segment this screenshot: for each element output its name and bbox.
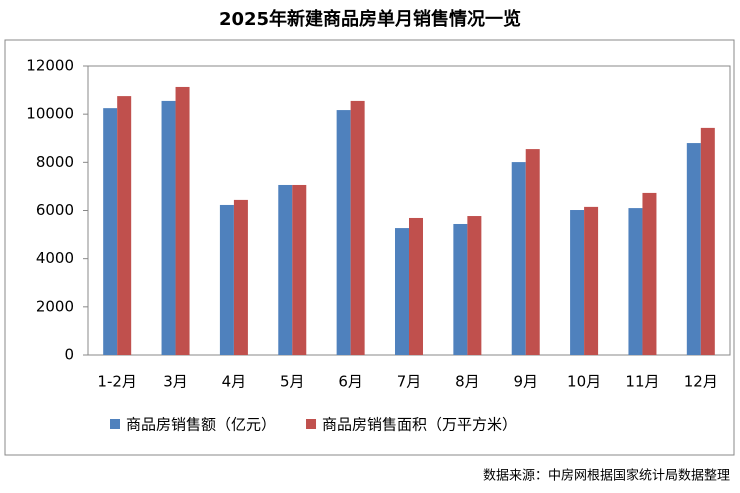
bar (350, 100, 365, 355)
bar (395, 228, 409, 355)
y-tick-label: 0 (64, 346, 74, 364)
bar (570, 210, 585, 355)
y-tick-label: 10000 (26, 105, 74, 123)
bar (628, 208, 643, 355)
x-tick-label: 6月 (338, 373, 363, 391)
bar (219, 204, 234, 355)
y-tick-label: 6000 (36, 201, 74, 219)
bar (511, 162, 526, 355)
bar (453, 223, 468, 355)
y-tick-label: 4000 (36, 249, 74, 267)
bar (233, 199, 248, 355)
y-tick-label: 2000 (36, 297, 74, 315)
bar (700, 127, 715, 355)
bar (525, 149, 540, 355)
bar (117, 96, 132, 356)
legend-label: 商品房销售额（亿元） (126, 416, 276, 434)
x-tick-label: 4月 (222, 373, 247, 391)
x-tick-label: 8月 (455, 373, 480, 391)
x-tick-label: 7月 (397, 373, 422, 391)
x-tick-label: 3月 (163, 373, 188, 391)
bar (292, 184, 307, 355)
bar (686, 143, 701, 355)
bar (642, 192, 657, 355)
x-tick-label: 9月 (513, 373, 538, 391)
bar (278, 184, 293, 355)
source: 数据来源：中房网根据国家统计局数据整理 (483, 468, 730, 484)
y-tick-label: 12000 (26, 57, 74, 75)
y-tick-label: 8000 (36, 153, 74, 171)
chart-title: 2025年新建商品房单月销售情况一览 (219, 8, 521, 30)
legend-label: 商品房销售面积（万平方米） (322, 416, 517, 434)
x-tick-label: 11月 (625, 373, 659, 391)
x-tick-label: 5月 (280, 373, 305, 391)
chart-frame (4, 39, 735, 456)
bar (103, 108, 118, 355)
bar (175, 86, 190, 355)
x-tick-label: 12月 (684, 373, 718, 391)
bar (161, 100, 176, 355)
x-tick-label: 1-2月 (97, 373, 137, 391)
bar (584, 206, 599, 355)
legend-swatch (306, 419, 317, 429)
bar (336, 110, 351, 355)
legend-swatch (110, 419, 120, 429)
bar (467, 216, 482, 355)
bar (409, 217, 423, 355)
x-tick-label: 10月 (567, 373, 601, 391)
